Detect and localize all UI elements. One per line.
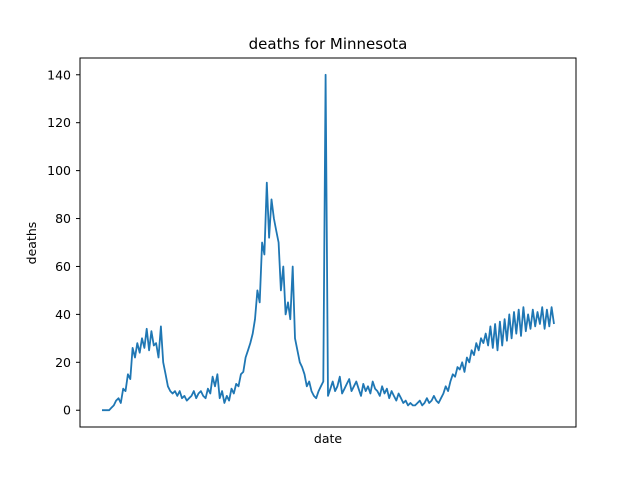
y-tick-label: 40: [55, 307, 71, 322]
series-line-group: [102, 73, 555, 412]
x-axis-label: date: [314, 431, 342, 446]
y-tick-label: 60: [55, 259, 71, 274]
y-tick-label: 140: [47, 67, 71, 82]
y-tick-label: 100: [47, 163, 71, 178]
plot-area: [79, 57, 577, 428]
y-axis-label: deaths: [24, 222, 39, 265]
y-tick-label: 0: [63, 403, 71, 418]
series-line: [102, 73, 555, 412]
y-tick-label: 120: [47, 115, 71, 130]
chart-title: deaths for Minnesota: [249, 35, 408, 53]
y-tick-label: 20: [55, 355, 71, 370]
y-axis: 0 20 40 60 80 100 120 140: [47, 67, 80, 418]
y-tick-label: 80: [55, 211, 71, 226]
